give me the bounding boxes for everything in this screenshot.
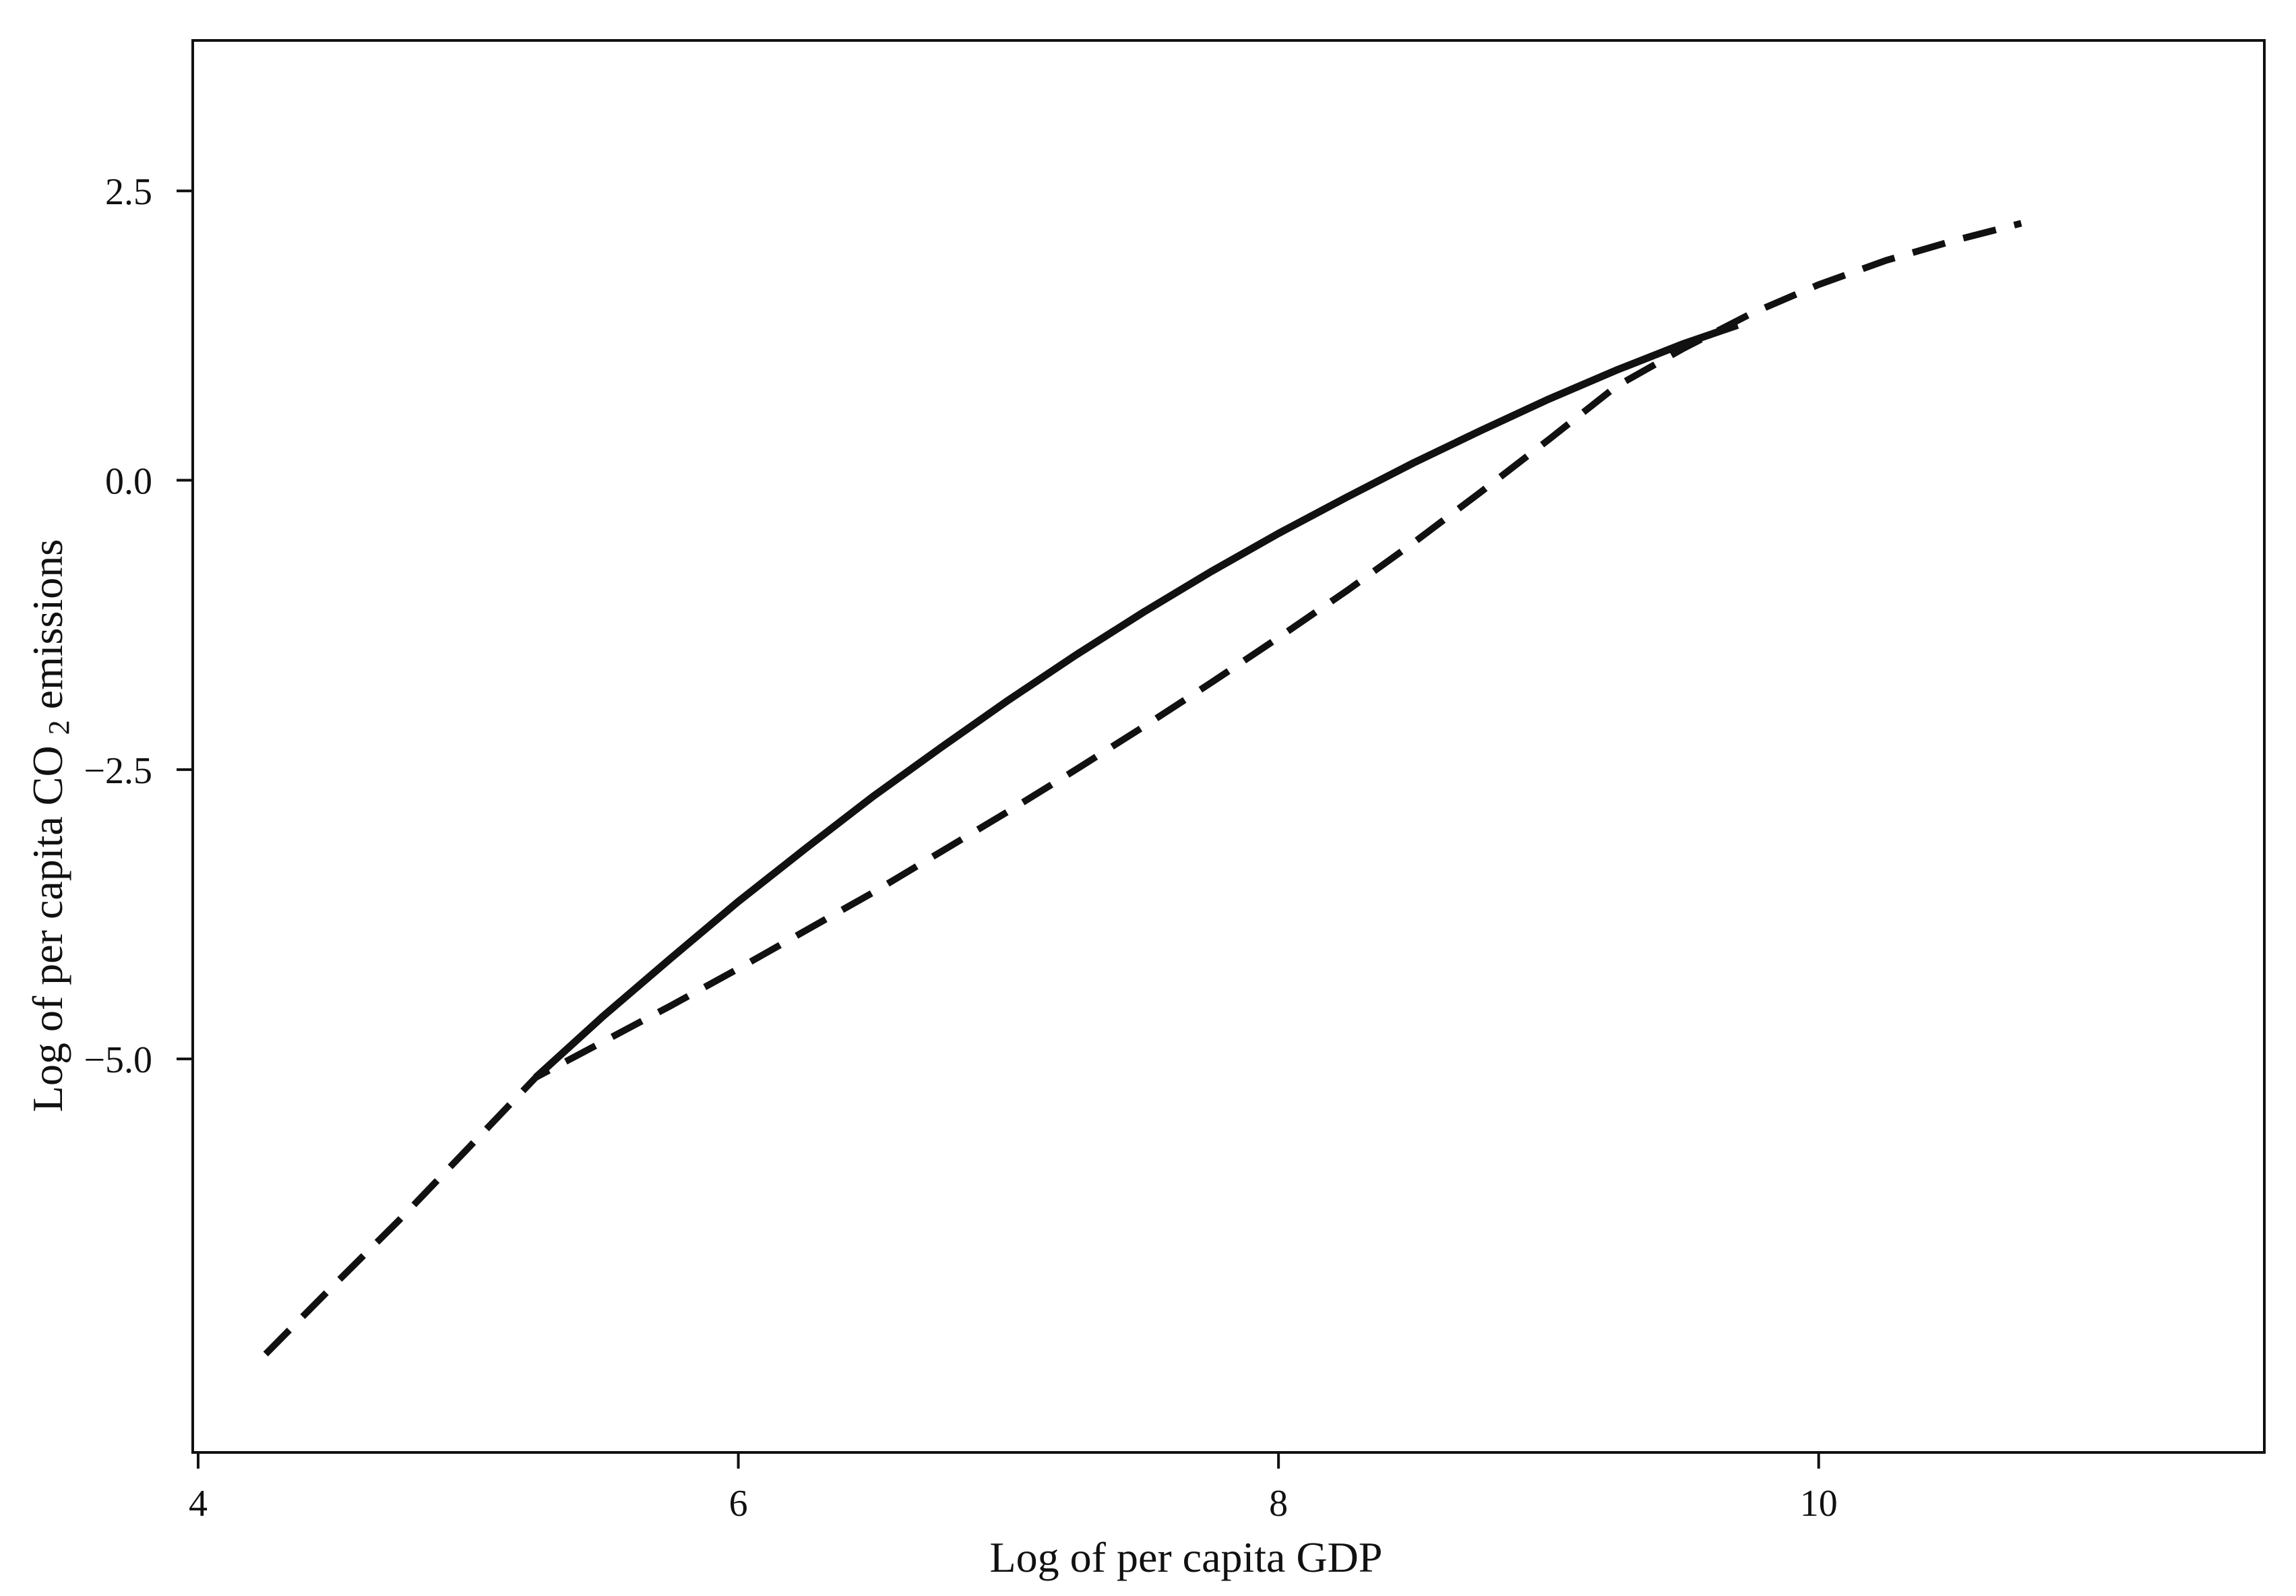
y-axis-label-subscript: 2 (42, 720, 75, 735)
x-tick-label-0: 4 (189, 1483, 208, 1525)
series-layer (263, 220, 2022, 1357)
x-axis-label: Log of per capita GDP (990, 1533, 1383, 1581)
y-axis-label-prefix: Log of per capita CO (24, 745, 71, 1112)
x-tick-label-1: 6 (729, 1483, 748, 1525)
y-axis-ticks: 2.5 0.0 −2.5 −5.0 (84, 171, 193, 1081)
y-tick-label-0: 2.5 (105, 171, 152, 213)
x-axis-ticks: 4 6 8 10 (189, 1452, 1838, 1525)
y-tick-label-2: −2.5 (84, 750, 152, 792)
y-axis-label-suffix: emissions (24, 539, 71, 709)
x-tick-label-3: 10 (1800, 1483, 1838, 1525)
y-axis-label: Log of per capita CO 2 emissions (24, 539, 78, 1112)
y-tick-label-3: −5.0 (84, 1039, 152, 1081)
x-tick-label-2: 8 (1269, 1483, 1288, 1525)
y-tick-label-1: 0.0 (105, 461, 152, 503)
solid-series-line (533, 321, 1739, 1080)
plot-frame (191, 39, 2266, 1454)
dashed-series-line (263, 220, 2022, 1357)
